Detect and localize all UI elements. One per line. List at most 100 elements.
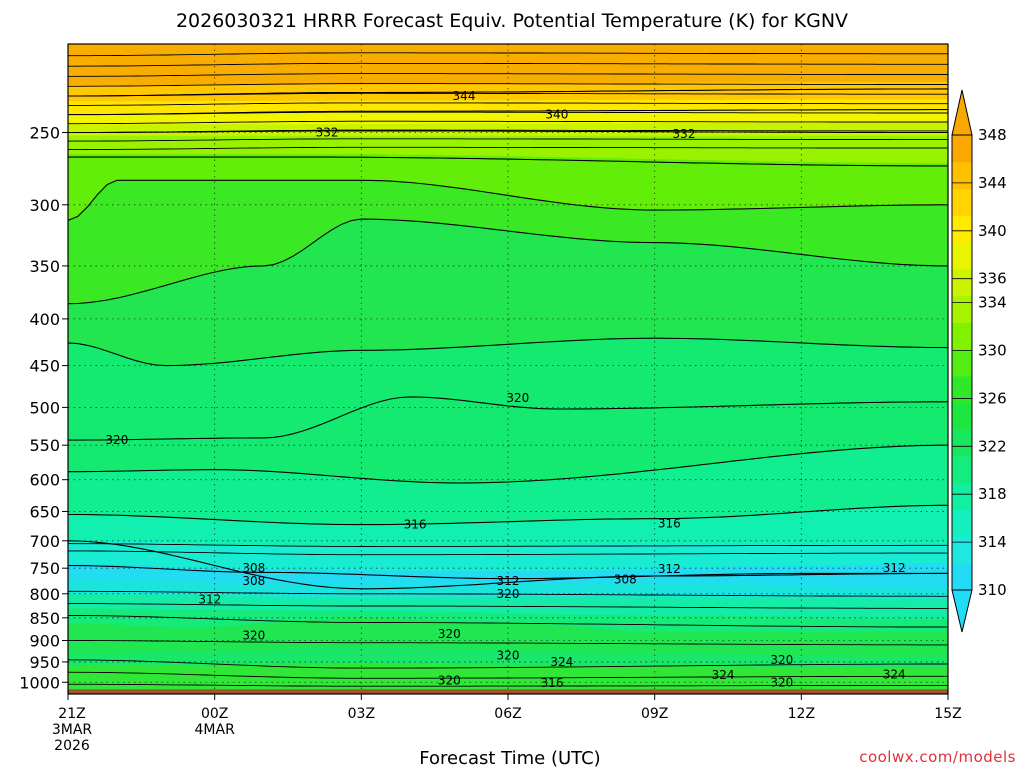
contour-label: 320	[497, 649, 520, 663]
y-tick-label: 1000	[19, 673, 60, 692]
contour-label: 344	[453, 89, 476, 103]
contour-label: 320	[770, 653, 793, 667]
y-tick-label: 700	[29, 532, 60, 551]
x-tick-label-line: 03Z	[348, 706, 375, 722]
x-tick-label: 21Z 3MAR 2026	[52, 706, 93, 754]
colorbar-segment	[952, 268, 972, 297]
contour-label: 320	[105, 433, 128, 447]
contour-label: 332	[673, 127, 696, 141]
contour-label: 320	[506, 391, 529, 405]
contour-line-upper	[68, 129, 948, 133]
contour-line-lower	[67, 659, 948, 669]
contour-label: 324	[712, 668, 735, 682]
contour-label: 312	[658, 562, 681, 576]
contour-label: 320	[242, 629, 265, 643]
contour-label: 332	[316, 125, 339, 139]
contour-label: 320	[438, 627, 461, 641]
contour-line-upper	[68, 111, 948, 116]
x-tick-label-line: 21Z	[58, 706, 85, 722]
contour-label: 316	[404, 518, 427, 532]
y-tick-label: 400	[29, 310, 60, 329]
colorbar-tick-label: 340	[978, 222, 1007, 240]
contour-label: 324	[550, 655, 573, 669]
contour-line-316	[68, 504, 948, 526]
contour-line-312	[67, 540, 948, 590]
contour-line-lower	[68, 615, 948, 628]
y-tick-label: 500	[29, 398, 60, 417]
contour-line-lower	[67, 671, 948, 679]
contour-label: 316	[541, 676, 564, 690]
contour-line-322	[67, 337, 949, 367]
y-tick-label: 750	[29, 559, 60, 578]
contour-line-lower	[67, 543, 948, 547]
contour-lines	[67, 52, 949, 687]
x-tick-label-line: 4MAR	[195, 722, 236, 738]
x-tick-label: 09Z	[641, 706, 668, 722]
y-tick-label: 850	[29, 609, 60, 628]
colorbar-min-arrow	[951, 589, 973, 633]
contour-label: 324	[883, 667, 906, 681]
y-tick-label: 350	[29, 257, 60, 276]
x-axis: 21Z 3MAR 2026 00Z 4MAR 03Z 06Z 09Z 12Z 15Z	[52, 694, 962, 754]
colorbar-segment	[952, 456, 972, 484]
credit-text: coolwx.com/models	[859, 748, 1016, 766]
contour-line-upper	[68, 52, 948, 57]
colorbar-segment	[952, 402, 972, 430]
contour-line-upper	[68, 83, 948, 87]
x-tick-label-line: 12Z	[788, 706, 815, 722]
colorbar-segment	[952, 135, 972, 163]
y-tick-label: 450	[29, 357, 60, 376]
colorbar: 310 314 318 322 326 330 334 336 340 344 348	[951, 89, 1007, 633]
y-tick-label: 950	[29, 653, 60, 672]
colorbar-segment	[952, 429, 972, 457]
contour-line-upper	[68, 138, 948, 142]
colorbar-tick-label: 336	[978, 270, 1007, 288]
contour-label: 312	[497, 574, 520, 588]
y-tick-label: 900	[29, 631, 60, 650]
x-tick-label-line: 00Z	[201, 706, 228, 722]
contour-line-324	[67, 218, 948, 305]
contour-label: 320	[438, 673, 461, 687]
x-tick-label-line: 06Z	[494, 706, 521, 722]
contour-line-318	[68, 444, 948, 484]
x-tick-label: 12Z	[788, 706, 815, 722]
x-tick-label: 06Z	[494, 706, 521, 722]
colorbar-segment	[952, 563, 972, 591]
x-tick-label: 15Z	[934, 706, 961, 722]
x-tick-label-line: 3MAR	[52, 722, 93, 738]
colorbar-tick-label: 334	[978, 294, 1007, 312]
colorbar-segment	[952, 295, 972, 323]
y-tick-label: 650	[29, 502, 60, 521]
colorbar-segment	[952, 215, 972, 243]
colorbar-tick-label: 344	[978, 174, 1007, 192]
contour-label: 312	[883, 561, 906, 575]
y-tick-label: 600	[29, 471, 60, 490]
contour-line-upper	[68, 120, 948, 125]
contour-line-lower	[68, 550, 948, 556]
contour-line-lower	[68, 603, 948, 609]
contour-label: 308	[242, 574, 265, 588]
y-tick-label: 550	[29, 436, 60, 455]
ground-strip	[68, 689, 948, 694]
contour-line-upper	[68, 62, 948, 67]
contour-line-328	[68, 156, 948, 167]
colorbar-segment	[952, 242, 972, 270]
contour-label: 308	[242, 561, 265, 575]
colorbar-max-arrow	[951, 89, 973, 136]
colorbar-segment	[952, 375, 972, 404]
colorbar-tick-label: 322	[978, 437, 1007, 455]
contour-line-344	[68, 88, 948, 97]
colorbar-segment	[952, 482, 972, 511]
y-tick-label: 250	[29, 123, 60, 142]
x-tick-label: 03Z	[348, 706, 375, 722]
x-axis-label: Forecast Time (UTC)	[419, 748, 600, 768]
x-tick-label-line: 15Z	[934, 706, 961, 722]
contour-line-upper	[67, 73, 948, 77]
colorbar-tick-label: 318	[978, 485, 1007, 503]
colorbar-segment	[952, 322, 972, 350]
contour-label: 320	[770, 675, 793, 689]
colorbar-segment	[952, 188, 972, 216]
contour-line-upper	[68, 102, 948, 106]
colorbar-segment	[952, 349, 972, 377]
